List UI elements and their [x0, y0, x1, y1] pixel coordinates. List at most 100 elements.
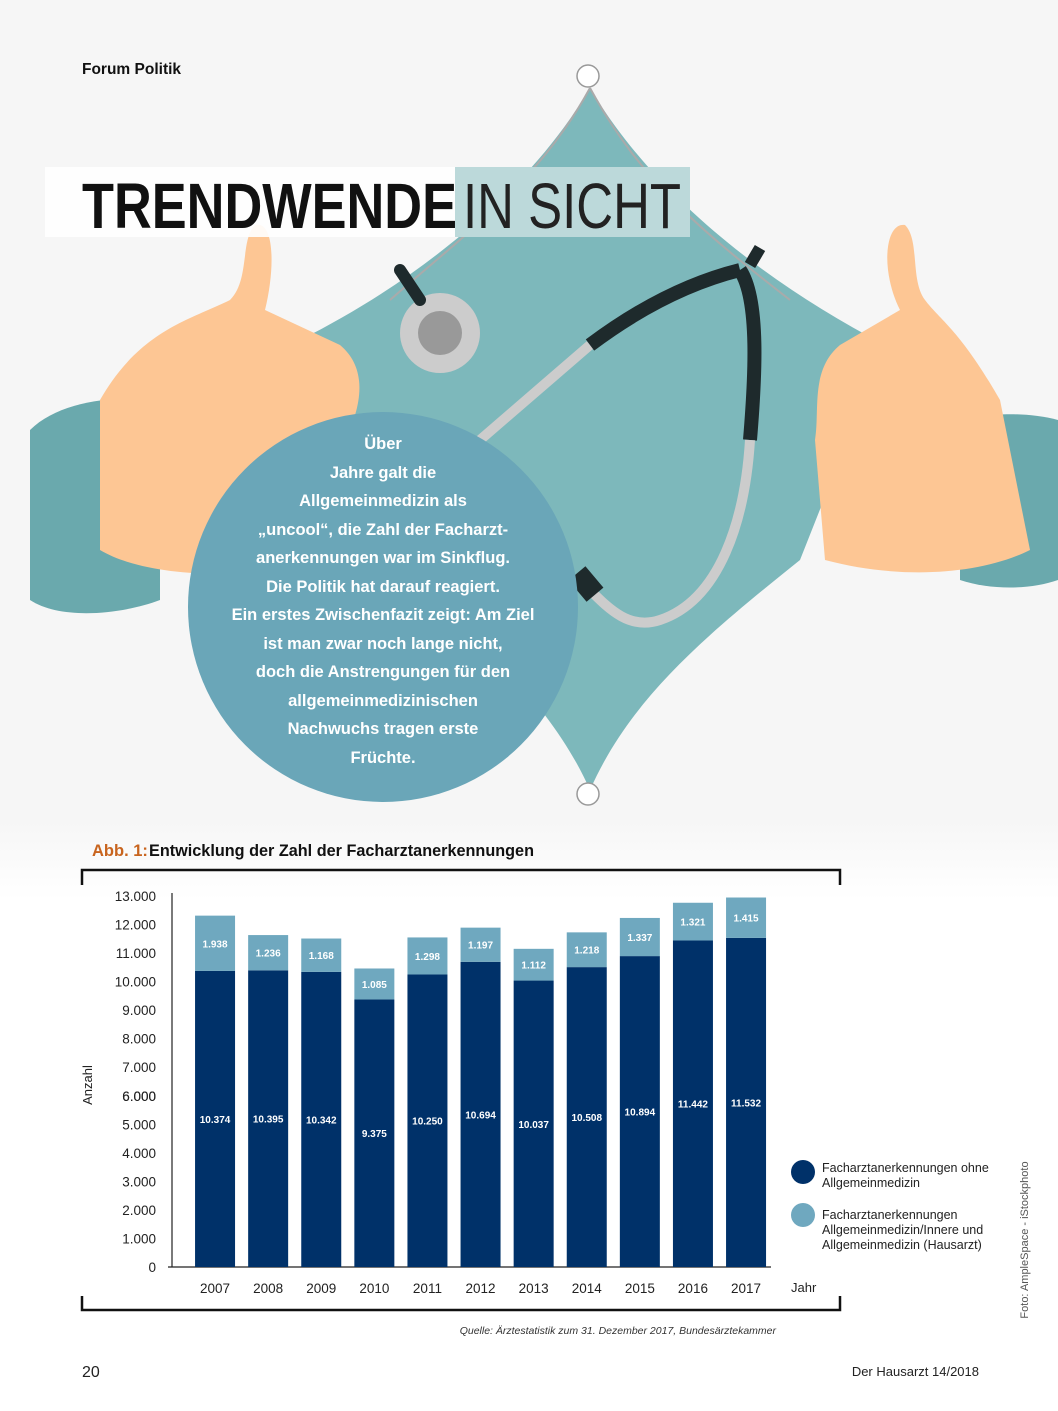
bar-segment [566, 932, 607, 968]
intro-line: „uncool“, die Zahl der Facharzt- [257, 520, 509, 539]
bar-segment [566, 967, 607, 1267]
value-label: 1.321 [680, 918, 705, 929]
bar-segment [248, 970, 289, 1267]
x-tick-label: 2016 [678, 1281, 708, 1296]
bar-segment [354, 968, 395, 1000]
value-label: 1.938 [203, 939, 228, 950]
bar-segment [513, 948, 554, 981]
headline-light: IN SICHT [463, 170, 681, 242]
x-tick-label: 2012 [466, 1281, 496, 1296]
y-tick-label: 13.000 [115, 889, 156, 904]
y-tick-label: 2.000 [122, 1203, 156, 1218]
y-tick-label: 11.000 [116, 946, 156, 961]
value-label: 10.037 [518, 1120, 549, 1131]
headline-bold: TRENDWENDE [82, 170, 457, 242]
value-label: 1.337 [627, 933, 652, 944]
intro-line: doch die Anstrengungen für den [255, 663, 511, 681]
value-label: 10.342 [306, 1115, 337, 1126]
value-label: 1.236 [256, 949, 281, 960]
value-label: 11.532 [731, 1098, 761, 1109]
x-tick-label: 2008 [253, 1281, 283, 1296]
value-label: 9.375 [362, 1129, 387, 1140]
intro-line: Ein erstes Zwischenfazit zeigt: Am Ziel [231, 606, 535, 624]
x-tick-label: 2013 [519, 1281, 549, 1296]
value-label: 10.395 [253, 1115, 284, 1126]
chart-title: Entwicklung der Zahl der Facharztanerken… [149, 842, 534, 860]
bar-segment [672, 902, 713, 941]
value-label: 10.694 [465, 1110, 496, 1121]
photo-credit: Foto: AmpleSpace - iStockphoto [1019, 1161, 1031, 1318]
y-tick-label: 3.000 [122, 1174, 156, 1189]
intro-line: Nachwuchs tragen erste [287, 720, 479, 738]
bar-segment [460, 961, 501, 1267]
legend-swatch [791, 1160, 815, 1184]
value-label: 1.298 [415, 952, 440, 963]
bar-segment [354, 999, 395, 1267]
legend-entry: Facharztanerkennungen ohne Allgemeinmedi… [822, 1161, 989, 1190]
value-label: 10.250 [412, 1117, 443, 1128]
intro-line: anerkennungen war im Sinkflug. [256, 549, 510, 567]
value-label: 1.415 [734, 914, 759, 925]
x-axis-label: Jahr [791, 1280, 817, 1295]
intro-line: Früchte. [350, 748, 416, 767]
x-tick-label: 2010 [359, 1281, 389, 1296]
y-tick-label: 6.000 [122, 1089, 156, 1104]
bar-segment [726, 937, 767, 1267]
value-label: 1.112 [521, 961, 546, 972]
intro-line: ist man zwar noch lange nicht, [263, 634, 503, 653]
title-box [455, 167, 690, 237]
intro-line: Jahre galt die [329, 463, 437, 482]
intro-line: allgemeinmedizinischen [288, 691, 478, 710]
bar-segment [460, 927, 501, 962]
value-label: 1.085 [362, 980, 387, 991]
publication: Der Hausarzt 14/2018 [852, 1364, 979, 1379]
bar-segment [195, 970, 236, 1267]
y-tick-label: 6.000 [122, 1089, 156, 1104]
intro-text: Über Jahre galt die Allgemeinmedizin als „u… [198, 430, 568, 772]
x-tick-label: 2014 [572, 1281, 603, 1296]
bar-segment [301, 971, 342, 1267]
bar-segment [619, 956, 660, 1267]
y-tick-label: 0 [148, 1260, 156, 1275]
value-label: 10.374 [200, 1115, 231, 1126]
value-label: 10.508 [571, 1113, 602, 1124]
page-number: 20 [82, 1364, 100, 1381]
x-tick-label: 2007 [200, 1281, 230, 1296]
bar-segment [513, 980, 554, 1267]
legend-swatch [791, 1203, 815, 1227]
bar-segment [726, 897, 767, 938]
bar-segment [407, 937, 448, 975]
y-tick-label: 7.000 [122, 1060, 156, 1075]
y-tick-label: 5.000 [122, 1117, 156, 1132]
y-tick-label: 9.000 [122, 1003, 156, 1018]
y-tick-label: 4.000 [122, 1146, 156, 1161]
value-label: 10.894 [625, 1108, 656, 1119]
value-label: 11.442 [678, 1100, 708, 1111]
y-tick-label: 8.000 [122, 1032, 156, 1047]
bar-segment [672, 940, 713, 1267]
x-tick-label: 2011 [413, 1281, 442, 1296]
chart-frame [80, 868, 842, 1312]
y-tick-label: 1.000 [122, 1231, 156, 1246]
legend-entry: Facharztanerkennungen Allgemeinmedizin/I… [822, 1208, 984, 1252]
x-tick-label: 2017 [731, 1281, 761, 1296]
bar-segment [248, 935, 289, 971]
value-label: 1.218 [574, 946, 599, 957]
value-label: 1.197 [468, 941, 493, 952]
bar-segment [195, 915, 236, 971]
y-tick-label: 12.000 [115, 918, 156, 933]
x-tick-label: 2009 [306, 1281, 336, 1296]
y-tick-label: 10.000 [115, 975, 156, 990]
intro-line: Allgemeinmedizin als [299, 492, 467, 510]
source: Quelle: Ärztestatistik zum 31. Dezember … [460, 1325, 777, 1337]
title-box [45, 167, 460, 237]
bar-segment [407, 974, 448, 1267]
intro-line: Die Politik hat darauf reagiert. [266, 577, 500, 596]
intro-line: Über [364, 435, 402, 453]
value-label: 1.168 [309, 951, 334, 962]
x-tick-label: 2015 [625, 1281, 655, 1296]
figure-label: Abb. 1: [92, 842, 148, 860]
section-label: Forum Politik [82, 61, 181, 78]
